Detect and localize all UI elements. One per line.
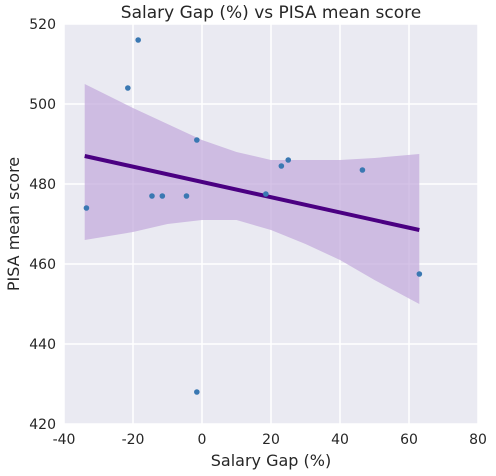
x-tick-label: 60 bbox=[400, 432, 418, 448]
data-point bbox=[135, 37, 141, 43]
data-point bbox=[263, 191, 269, 197]
data-point bbox=[159, 193, 166, 199]
data-point bbox=[278, 163, 285, 169]
x-tick-label: -20 bbox=[122, 432, 145, 448]
data-points-layer bbox=[83, 37, 423, 395]
y-tick-label: 500 bbox=[29, 97, 56, 113]
x-tick-label: 0 bbox=[198, 432, 207, 448]
y-tick-label: 440 bbox=[29, 337, 56, 353]
y-tick-labels: 420 440 460 480 500 520 bbox=[29, 17, 56, 433]
data-point bbox=[125, 85, 131, 91]
y-tick-label: 520 bbox=[29, 17, 56, 33]
data-point bbox=[285, 157, 292, 163]
y-tick-label: 420 bbox=[29, 417, 56, 433]
data-point bbox=[359, 167, 366, 173]
x-tick-label: 80 bbox=[469, 432, 487, 448]
regression-line bbox=[84, 154, 420, 232]
x-tick-label: 20 bbox=[262, 432, 280, 448]
chart-title: Salary Gap (%) vs PISA mean score bbox=[121, 3, 421, 23]
data-point bbox=[194, 137, 200, 143]
regression-line-layer bbox=[84, 154, 420, 232]
x-tick-labels: -40 -20 0 20 40 60 80 bbox=[53, 432, 487, 448]
y-tick-label: 480 bbox=[29, 177, 56, 193]
data-point bbox=[194, 389, 200, 395]
y-tick-label: 460 bbox=[29, 257, 56, 273]
data-point bbox=[83, 205, 90, 211]
data-point bbox=[149, 193, 155, 199]
x-tick-label: -40 bbox=[53, 432, 76, 448]
x-tick-label: 40 bbox=[331, 432, 349, 448]
data-point bbox=[416, 271, 423, 277]
y-axis-label: PISA mean score bbox=[4, 157, 23, 291]
data-point bbox=[183, 193, 190, 199]
x-axis-label: Salary Gap (%) bbox=[211, 451, 331, 470]
